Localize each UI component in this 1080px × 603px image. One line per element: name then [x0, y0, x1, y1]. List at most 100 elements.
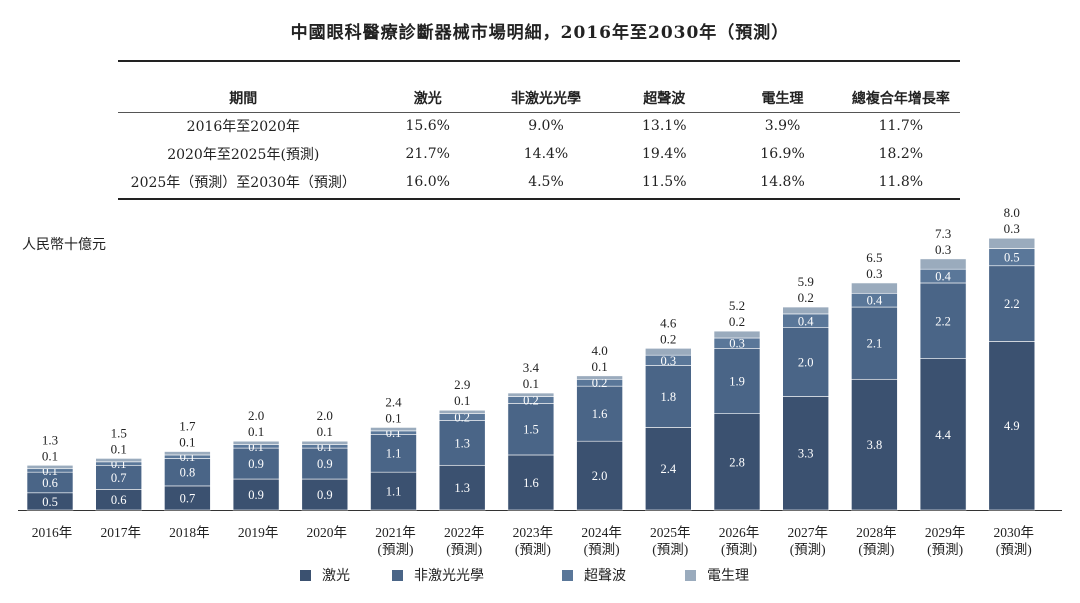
bar-segment: [301, 447, 349, 480]
table-cell: 16.0%: [405, 174, 450, 190]
bar-segment: [164, 458, 211, 487]
x-tick-label: 2022年: [444, 525, 485, 540]
bar-value-label: 0.1: [385, 410, 401, 425]
table-bottom-rule: [118, 198, 960, 200]
table-cell: 16.9%: [760, 146, 805, 162]
bar-value-label: 2.8: [729, 455, 745, 469]
bar-value-label: 0.3: [935, 242, 951, 257]
bar-total-label: 5.9: [798, 274, 814, 289]
bar-segment: [644, 348, 692, 356]
x-tick-label: 2029年: [925, 525, 966, 540]
bar-value-label: 0.1: [111, 441, 127, 456]
x-tick-label: 2020年: [307, 525, 348, 540]
bar-value-label: 0.6: [42, 476, 58, 490]
x-tick-label: 2028年: [856, 525, 897, 540]
bar-value-label: 1.5: [523, 423, 539, 437]
bar-value-label: 1.8: [660, 390, 676, 404]
bar-value-label: 3.3: [798, 447, 814, 461]
bar-segment: [507, 392, 555, 397]
x-tick-label: (預測): [378, 542, 414, 557]
table-cell: 2020年至2025年(預測): [167, 147, 320, 163]
table-cell: 11.8%: [878, 174, 924, 190]
bar-segment: [919, 258, 967, 270]
bar-segment: [26, 464, 74, 470]
table-cell: 15.6%: [405, 118, 450, 134]
bar-segment: [370, 427, 417, 432]
bar-value-label: 0.2: [592, 376, 608, 390]
header-total-cagr: 總複合年增長率: [851, 91, 950, 107]
bar-value-label: 1.1: [386, 485, 402, 499]
bar-segment: [782, 396, 830, 511]
bar-value-label: 1.6: [523, 476, 539, 490]
bar-total-label: 2.0: [317, 408, 333, 423]
bar-value-label: 0.7: [180, 491, 196, 505]
bar-segment: [95, 464, 142, 490]
x-tick-label: (預測): [721, 542, 757, 557]
header-period: 期間: [229, 91, 258, 107]
x-tick-label: (預測): [927, 542, 963, 557]
bar-value-label: 2.0: [798, 356, 814, 370]
bar-value-label: 1.3: [454, 481, 470, 495]
bar-value-label: 0.2: [729, 314, 745, 329]
header-non-laser-optics: 非激光光學: [510, 91, 581, 107]
bar-segment: [232, 440, 280, 445]
bar-segment: [438, 409, 486, 414]
bar-value-label: 2.2: [1004, 297, 1020, 311]
bar-value-label: 0.2: [454, 411, 470, 425]
table-cell: 3.9%: [764, 118, 801, 134]
x-tick-label: (預測): [515, 542, 551, 557]
bar-value-label: 0.9: [317, 488, 333, 502]
bar-total-label: 2.0: [248, 408, 264, 423]
table-cell: 4.5%: [528, 174, 564, 190]
bar-value-label: 0.3: [660, 354, 676, 368]
bar-value-label: 0.1: [179, 435, 195, 450]
cagr-table: 期間 激光 非激光光學 超聲波 電生理 總複合年增長率 2016年至2020年 …: [118, 84, 960, 196]
x-tick-label: 2025年: [650, 525, 691, 540]
bar-total-label: 5.2: [729, 298, 745, 313]
bar-value-label: 0.5: [42, 495, 58, 509]
table-cell: 19.4%: [642, 146, 687, 162]
bar-segment: [713, 348, 761, 414]
bar-segment: [919, 282, 967, 359]
table-cell: 2025年（預測）至2030年（預測）: [130, 175, 356, 191]
header-laser: 激光: [413, 91, 442, 107]
bar-segment: [644, 427, 692, 511]
legend-swatch: [300, 570, 311, 581]
legend-swatch: [392, 570, 403, 581]
bar-value-label: 2.0: [592, 469, 608, 483]
bar-segment: [438, 464, 486, 511]
bar-total-label: 1.7: [179, 419, 196, 434]
bar-value-label: 0.7: [111, 471, 127, 485]
bar-segment: [713, 413, 761, 511]
bar-total-label: 8.0: [1004, 205, 1020, 220]
table-row: 2016年至2020年 15.6% 9.0% 13.1% 3.9% 11.7%: [118, 112, 960, 140]
bar-segment: [782, 306, 830, 315]
bar-value-label: 0.1: [317, 424, 333, 439]
bar-value-label: 4.9: [1004, 419, 1020, 433]
table-cell: 13.1%: [642, 118, 687, 134]
bar-value-label: 1.9: [729, 375, 745, 389]
x-tick-label: (預測): [584, 542, 620, 557]
bar-value-label: 0.1: [591, 359, 607, 374]
x-tick-label: 2023年: [513, 525, 554, 540]
bar-segment: [164, 485, 211, 511]
bar-value-label: 0.9: [317, 457, 333, 471]
bar-segment: [713, 330, 761, 339]
bar-value-label: 0.4: [867, 294, 883, 308]
header-electrophysiology: 電生理: [761, 91, 804, 107]
bar-total-label: 3.4: [523, 360, 540, 375]
table-header-row: 期間 激光 非激光光學 超聲波 電生理 總複合年增長率: [118, 84, 960, 112]
bar-value-label: 0.1: [248, 424, 264, 439]
chart-title: 中國眼科醫療診斷器械市場明細，2016年至2030年（預測）: [290, 23, 790, 43]
table-cell: 11.5%: [642, 174, 687, 190]
table-cell: 21.7%: [405, 146, 450, 162]
bar-value-label: 1.1: [386, 447, 402, 461]
bar-segment: [164, 451, 211, 456]
bar-segment: [232, 447, 280, 480]
x-tick-label: (預測): [858, 542, 894, 557]
bar-segment: [438, 420, 486, 466]
bar-segment: [301, 478, 349, 511]
bar-total-label: 4.6: [660, 315, 677, 330]
bar-total-label: 7.3: [935, 226, 951, 241]
table-cell: 9.0%: [528, 118, 564, 134]
